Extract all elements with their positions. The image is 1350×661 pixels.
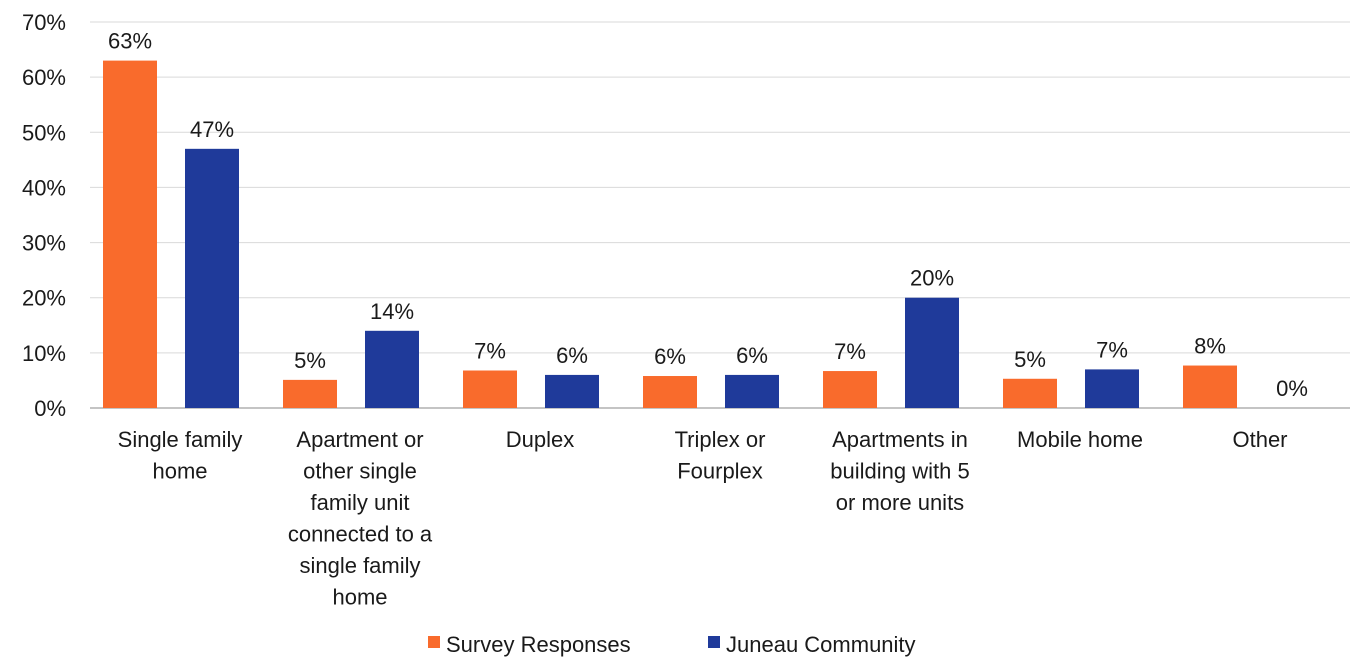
y-tick-label: 10% bbox=[22, 341, 66, 366]
y-tick-label: 20% bbox=[22, 286, 66, 311]
bar bbox=[545, 374, 599, 408]
bar bbox=[1183, 365, 1237, 408]
gridlines bbox=[90, 21, 1350, 409]
bar bbox=[365, 330, 419, 408]
category-label: Apartment or other single family unit conne… bbox=[288, 427, 433, 610]
category-label-line: Mobile home bbox=[1017, 427, 1143, 452]
data-label: 6% bbox=[556, 343, 588, 368]
category-label-line: Other bbox=[1232, 427, 1287, 452]
data-label: 63% bbox=[108, 29, 152, 54]
data-label: 7% bbox=[1096, 337, 1128, 362]
y-tick-label: 30% bbox=[22, 231, 66, 256]
legend-label: Juneau Community bbox=[726, 632, 916, 657]
category-label-line: family unit bbox=[310, 490, 409, 515]
bar bbox=[643, 376, 697, 408]
bar bbox=[725, 374, 779, 408]
category-label-line: or more units bbox=[836, 490, 964, 515]
data-label: 20% bbox=[910, 266, 954, 291]
y-axis-ticks: 0% 10% 20% 30% 40% 50% 60% 70% bbox=[22, 10, 66, 421]
category-label: Triplex or Fourplex bbox=[675, 427, 766, 484]
data-label: 47% bbox=[190, 117, 234, 142]
legend-label: Survey Responses bbox=[446, 632, 631, 657]
y-tick-label: 50% bbox=[22, 120, 66, 145]
bar bbox=[905, 297, 959, 408]
bar bbox=[1003, 378, 1057, 408]
data-label: 5% bbox=[294, 348, 326, 373]
category-label-line: home bbox=[152, 459, 207, 484]
category-label-line: single family bbox=[299, 553, 420, 578]
data-labels: 63% 5% 7% 6% 7% 5% 8% 47% 14% 6% 6% 20% 7% 0% bbox=[108, 29, 1308, 401]
data-label: 8% bbox=[1194, 334, 1226, 359]
bars bbox=[103, 60, 1237, 409]
data-label: 7% bbox=[474, 339, 506, 364]
category-label-line: Triplex or bbox=[675, 427, 766, 452]
category-label-line: home bbox=[332, 585, 387, 610]
category-label-line: other single bbox=[303, 459, 417, 484]
category-label: Other bbox=[1232, 427, 1287, 452]
category-label: Apartments in building with 5 or more unit… bbox=[830, 427, 969, 515]
legend-swatch bbox=[428, 636, 440, 648]
bar bbox=[185, 148, 239, 409]
bar bbox=[823, 371, 877, 408]
data-label: 14% bbox=[370, 299, 414, 324]
category-label: Single family home bbox=[118, 427, 243, 484]
data-label: 6% bbox=[654, 344, 686, 369]
bar bbox=[103, 60, 157, 408]
category-label-line: Single family bbox=[118, 427, 243, 452]
category-label-line: Duplex bbox=[506, 427, 574, 452]
data-label: 7% bbox=[834, 339, 866, 364]
category-label-line: Apartments in bbox=[832, 427, 968, 452]
y-tick-label: 70% bbox=[22, 10, 66, 35]
data-label: 5% bbox=[1014, 347, 1046, 372]
legend-swatch bbox=[708, 636, 720, 648]
y-tick-label: 0% bbox=[34, 396, 66, 421]
bar bbox=[463, 370, 517, 408]
bar bbox=[283, 379, 337, 408]
category-labels: Single family home Apartment or other singl… bbox=[118, 427, 1288, 610]
bar bbox=[1085, 369, 1139, 408]
category-label-line: Fourplex bbox=[677, 459, 763, 484]
category-label-line: building with 5 bbox=[830, 459, 969, 484]
legend: Survey Responses Juneau Community bbox=[428, 632, 916, 657]
y-tick-label: 40% bbox=[22, 175, 66, 200]
category-label: Mobile home bbox=[1017, 427, 1143, 452]
data-label: 0% bbox=[1276, 376, 1308, 401]
data-label: 6% bbox=[736, 343, 768, 368]
category-label-line: connected to a bbox=[288, 522, 433, 547]
category-label: Duplex bbox=[506, 427, 574, 452]
y-tick-label: 60% bbox=[22, 65, 66, 90]
category-label-line: Apartment or bbox=[296, 427, 423, 452]
